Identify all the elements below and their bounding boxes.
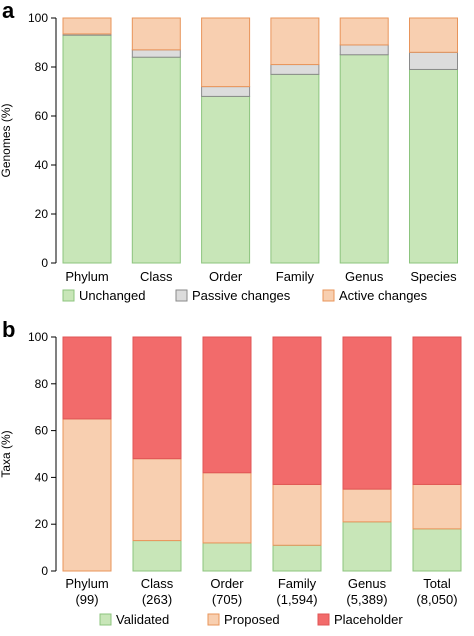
- x-category-label: Genus: [345, 269, 384, 284]
- y-tick-label: 100: [28, 330, 48, 344]
- bar-segment-proposed: [132, 458, 182, 542]
- y-tick-label: 80: [35, 60, 49, 74]
- legend-label: Proposed: [224, 612, 280, 627]
- x-category-label: Order: [209, 269, 243, 284]
- bar-segment-placeholder: [412, 336, 462, 485]
- legend: Unchanged Passive changes Active changes: [62, 288, 428, 303]
- bar-segment-passive-changes: [201, 86, 251, 97]
- legend-label: Validated: [116, 612, 169, 627]
- bar-segment-active-changes: [409, 17, 458, 53]
- legend-swatch: [62, 289, 75, 302]
- bar-segment-placeholder: [132, 336, 182, 460]
- y-tick-label: 40: [35, 470, 49, 484]
- y-tick-label: 20: [35, 207, 49, 221]
- bar-segment-proposed: [272, 483, 322, 546]
- legend-swatch: [99, 613, 112, 626]
- bar-segment-passive-changes: [131, 49, 181, 58]
- x-category-count: (263): [142, 592, 172, 607]
- bar-segment-validated: [342, 521, 392, 572]
- bar-segment-active-changes: [131, 17, 181, 51]
- bar-segment-validated: [272, 544, 322, 572]
- bar-segment-placeholder: [272, 336, 322, 485]
- x-category-label: Family: [276, 269, 315, 284]
- x-category-label: Phylum: [65, 269, 108, 284]
- bar-segment-unchanged: [62, 34, 112, 264]
- x-category-label: Class: [141, 576, 174, 591]
- bar-segment-placeholder: [342, 336, 392, 490]
- y-tick-label: 60: [35, 109, 49, 123]
- bar-segment-proposed: [62, 418, 112, 572]
- panel-b: b 0 20 40 60 80 100 Taxa (%) Phylum(99) Class(263…: [0, 317, 462, 627]
- x-category-label: Phylum: [65, 576, 108, 591]
- bar-segment-passive-changes: [409, 51, 458, 70]
- legend-label: Unchanged: [79, 288, 146, 303]
- x-category-count: (8,050): [416, 592, 457, 607]
- x-category-label: Genus: [348, 576, 387, 591]
- x-category-label: Class: [140, 269, 173, 284]
- x-category-label: Total: [423, 576, 451, 591]
- y-axis-title: Genomes (%): [0, 103, 13, 177]
- x-category-count: (99): [75, 592, 98, 607]
- panel-letter: a: [2, 0, 15, 23]
- legend: Validated Proposed Placeholder: [99, 612, 403, 627]
- y-tick-label: 100: [28, 11, 48, 25]
- x-category-label: Order: [210, 576, 244, 591]
- legend-swatch: [175, 289, 188, 302]
- y-tick-label: 40: [35, 158, 49, 172]
- x-category-count: (1,594): [276, 592, 317, 607]
- legend-label: Passive changes: [192, 288, 291, 303]
- bar-segment-unchanged: [131, 56, 181, 264]
- legend-swatch: [207, 613, 220, 626]
- panel-letter: b: [2, 317, 15, 342]
- bar-segment-unchanged: [270, 73, 320, 264]
- bar-segment-proposed: [202, 472, 252, 544]
- y-tick-label: 60: [35, 424, 49, 438]
- bar-segment-validated: [412, 528, 462, 572]
- legend-swatch: [317, 613, 330, 626]
- x-category-label: Family: [278, 576, 317, 591]
- bar-segment-validated: [202, 542, 252, 572]
- bar-segment-placeholder: [202, 336, 252, 474]
- x-category-label: Species: [410, 269, 457, 284]
- bar-segment-unchanged: [409, 68, 458, 264]
- y-tick-label: 0: [41, 256, 48, 270]
- bar-segment-active-changes: [270, 17, 320, 66]
- legend-label: Placeholder: [334, 612, 403, 627]
- panel-a: a 0 20 40 60 80 100 Genomes (%) Phylum Class Order…: [0, 0, 458, 303]
- bar-segment-validated: [132, 540, 182, 572]
- bar-segment-active-changes: [339, 17, 389, 46]
- y-tick-label: 0: [41, 564, 48, 578]
- bar-segment-active-changes: [62, 17, 112, 35]
- bar-segment-unchanged: [201, 95, 251, 264]
- bar-segment-passive-changes: [270, 64, 320, 75]
- bar-segment-active-changes: [201, 17, 251, 88]
- y-tick-label: 80: [35, 377, 49, 391]
- x-category-count: (705): [212, 592, 242, 607]
- y-axis-title: Taxa (%): [0, 430, 13, 477]
- legend-label: Active changes: [339, 288, 428, 303]
- bar-segment-proposed: [342, 488, 392, 523]
- x-category-count: (5,389): [346, 592, 387, 607]
- legend-swatch: [322, 289, 335, 302]
- bar-segment-placeholder: [62, 336, 112, 420]
- bar-segment-proposed: [412, 483, 462, 530]
- bar-segment-passive-changes: [339, 44, 389, 56]
- bar-segment-unchanged: [339, 54, 389, 264]
- y-tick-label: 20: [35, 517, 49, 531]
